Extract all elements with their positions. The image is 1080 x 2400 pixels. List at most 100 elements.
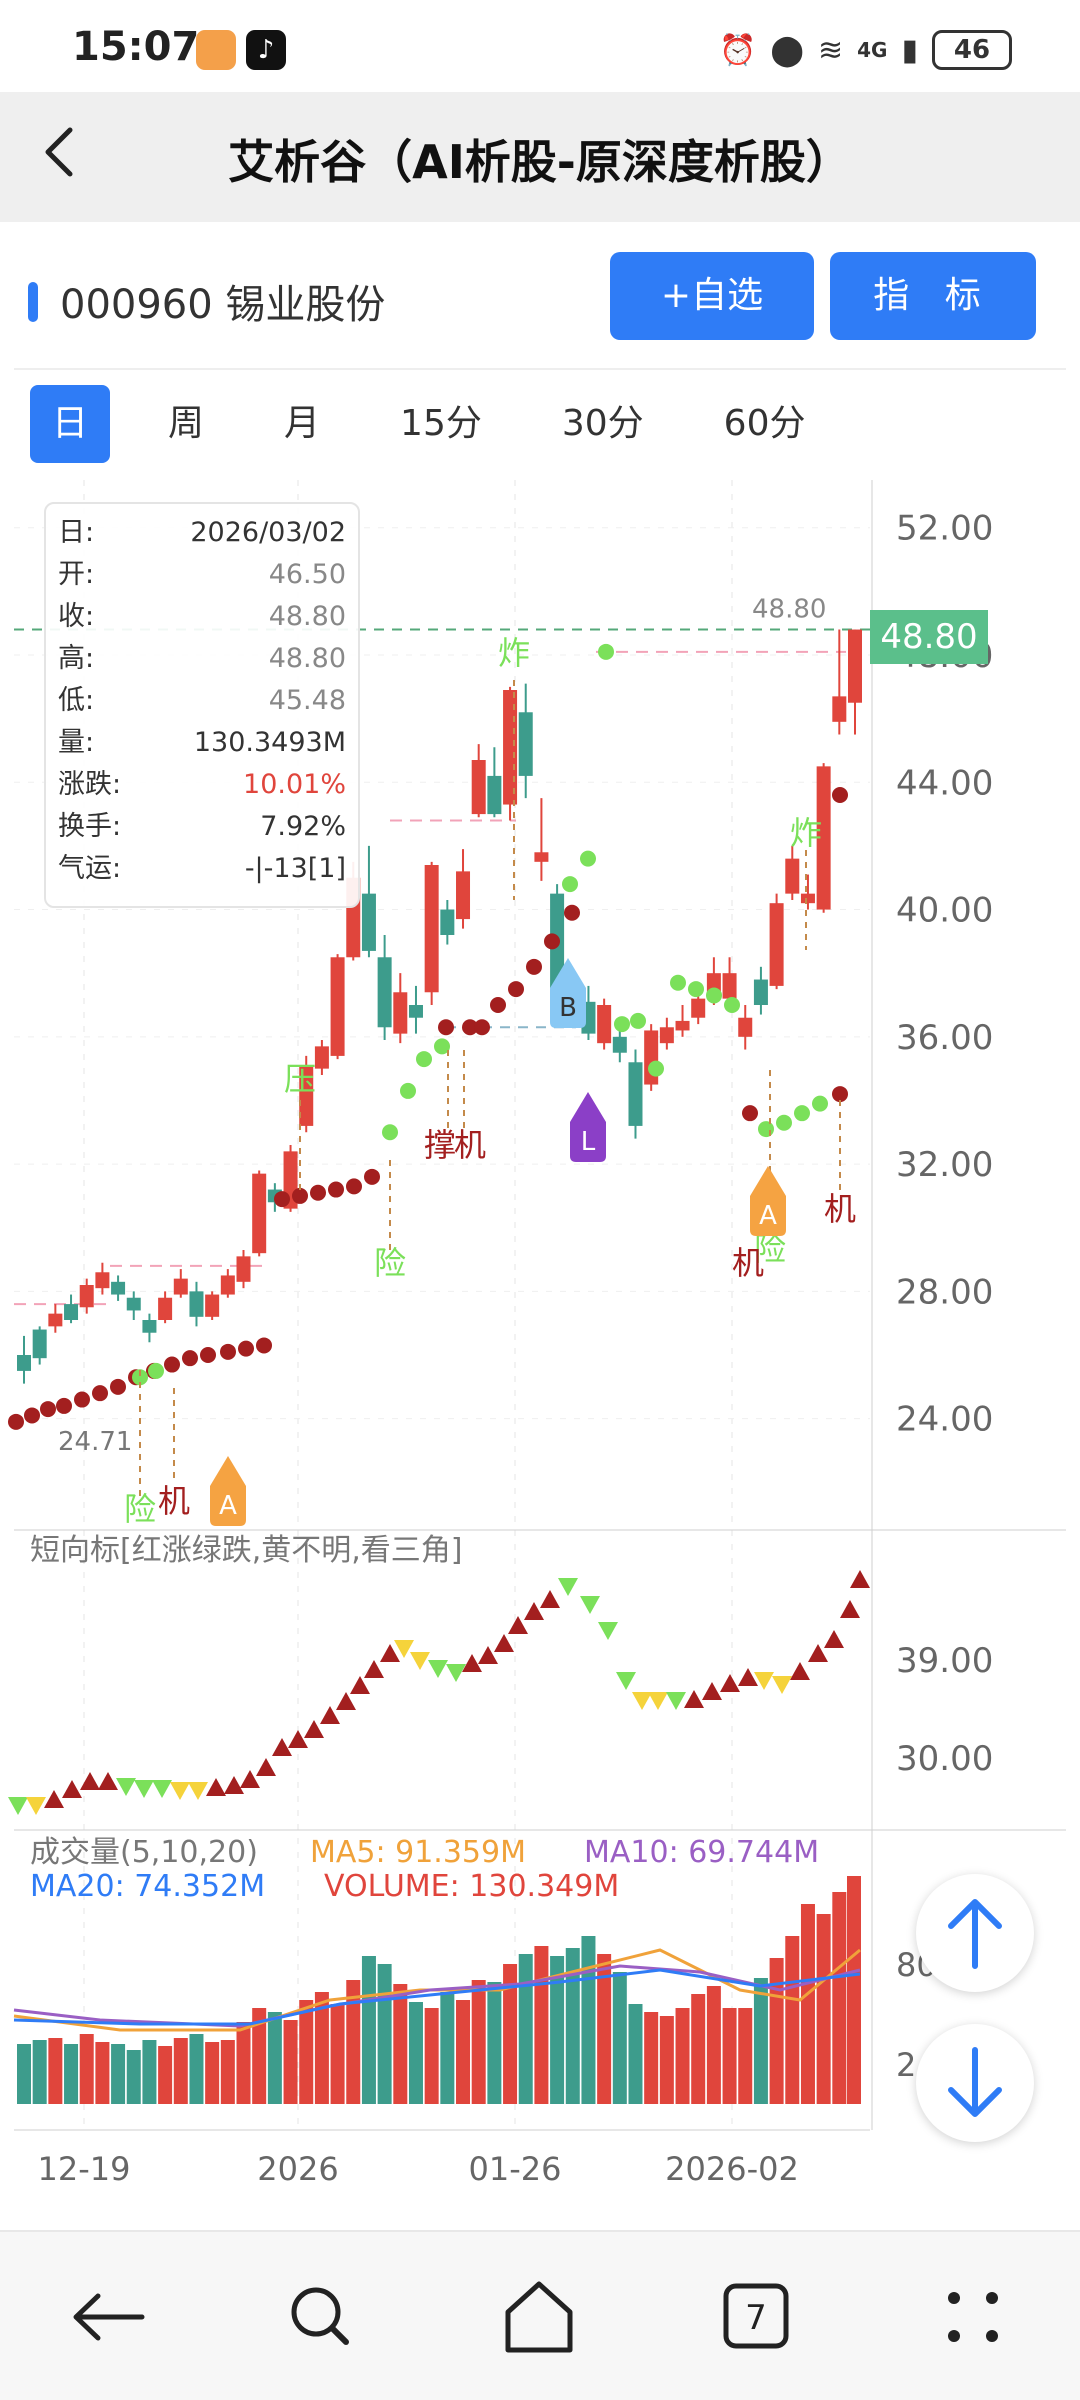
tab-15min[interactable]: 15分 — [400, 403, 482, 444]
candle-body — [189, 1291, 204, 1317]
tab-month[interactable]: 月 — [284, 403, 321, 444]
direction-triangle — [336, 1692, 356, 1710]
candle-body — [424, 865, 439, 993]
candle-body — [220, 1275, 235, 1295]
nav-home-icon[interactable] — [494, 2272, 584, 2362]
direction-triangle — [410, 1652, 430, 1670]
volume-bar — [628, 2004, 643, 2104]
volume-bar — [706, 1986, 721, 2104]
nav-search-icon[interactable] — [276, 2272, 366, 2362]
direction-triangle — [494, 1634, 514, 1652]
network-label: 4G — [857, 38, 888, 62]
back-icon[interactable] — [38, 122, 98, 192]
candle-body — [95, 1272, 110, 1289]
tooltip-row: 低: 45.48 — [58, 685, 346, 716]
candle-body — [299, 1065, 314, 1126]
signal-dot — [400, 1082, 416, 1099]
candle-body — [534, 852, 549, 862]
volume-bar — [393, 1984, 408, 2104]
nav-tabs-icon[interactable]: 7 — [712, 2272, 802, 2362]
tab-day[interactable]: 日 — [30, 385, 111, 463]
signal-dot — [182, 1350, 198, 1367]
alarm-icon: ⏰ — [719, 32, 757, 68]
price-axis-label: 44.00 — [896, 763, 993, 803]
candle-body — [832, 696, 847, 722]
tab-30min[interactable]: 30分 — [561, 403, 644, 444]
direction-triangle — [738, 1668, 758, 1686]
volume-bar — [189, 2034, 204, 2104]
volume-bar — [95, 2042, 110, 2104]
signal-dot — [526, 958, 542, 975]
direction-triangle — [188, 1782, 208, 1800]
period-tabs: 日 周 月 15分 30分 60分 — [30, 385, 863, 463]
tooltip-row: 量: 130.3493M — [58, 727, 346, 758]
volume-bar — [722, 2008, 737, 2104]
tab-week[interactable]: 周 — [168, 403, 205, 444]
scroll-down-button[interactable] — [916, 2024, 1034, 2142]
indicator-button[interactable]: 指 标 — [830, 252, 1036, 340]
direction-triangle — [272, 1738, 292, 1756]
add-favorite-button[interactable]: +自选 — [610, 252, 814, 340]
signal-dot — [580, 850, 596, 867]
volume-bar — [456, 2000, 471, 2104]
direction-triangle — [824, 1630, 844, 1648]
x-axis-label: 2026-02 — [665, 2150, 799, 2188]
nav-back-icon[interactable] — [64, 2272, 154, 2362]
indicator-axis-label: 39.00 — [896, 1641, 993, 1681]
volume-bar — [612, 1972, 627, 2104]
arrow-up-icon — [948, 1899, 1002, 1969]
tooltip-row: 收: 48.80 — [58, 601, 346, 632]
direction-triangle — [598, 1622, 618, 1640]
stock-indicator-bar — [28, 282, 38, 322]
marker-xian: 险 — [374, 1244, 406, 1282]
volume-bar — [816, 1914, 831, 2104]
scroll-up-button[interactable] — [916, 1874, 1034, 1992]
direction-triangle — [8, 1797, 28, 1815]
candle-body — [471, 760, 486, 815]
direction-triangle — [26, 1797, 46, 1815]
ma5-label: MA5: 91.359M — [310, 1835, 526, 1870]
volume-bar — [800, 1904, 815, 2104]
signal-dot — [8, 1413, 24, 1430]
tooltip-row: 高: 48.80 — [58, 643, 346, 674]
direction-triangle — [170, 1782, 190, 1800]
tooltip-row: 日: 2026/03/02 — [58, 512, 346, 554]
direction-triangle — [524, 1602, 544, 1620]
page-title: 艾析谷（AI析股-原深度析股） — [228, 135, 852, 189]
volume-axis-label: 2 — [896, 2046, 916, 2084]
candle-body — [126, 1297, 141, 1311]
direction-triangle — [62, 1780, 82, 1798]
kline-chart[interactable]: 52.0048.0044.0040.0036.0032.0028.0024.00… — [0, 470, 1080, 2190]
volume-bar — [17, 2044, 31, 2104]
candle-body — [111, 1281, 126, 1295]
volume-bar — [408, 2002, 423, 2104]
marker-ji: 机 — [732, 1244, 764, 1282]
volume-bar — [440, 1992, 455, 2104]
direction-triangle — [648, 1692, 668, 1710]
candle-body — [753, 979, 768, 1005]
direction-triangle — [240, 1770, 260, 1788]
nav-menu-icon[interactable] — [928, 2272, 1018, 2362]
signal-dot — [292, 1187, 308, 1204]
candle-body — [361, 893, 376, 951]
candle-body — [612, 1036, 627, 1053]
candle-body — [314, 1046, 329, 1069]
volume-bar — [503, 1964, 518, 2104]
candle-body — [816, 766, 831, 910]
price-axis-label: 24.00 — [896, 1400, 993, 1440]
volume-bar — [32, 2040, 47, 2104]
volume-bar — [330, 2004, 345, 2104]
tab-60min[interactable]: 60分 — [723, 403, 806, 444]
pin-b-label: B — [559, 993, 577, 1023]
signal-dot — [200, 1347, 216, 1363]
signal-icon: ▮ — [901, 32, 918, 68]
tooltip-row: 涨跌: 10.01% — [58, 764, 346, 806]
marker-xian: 险 — [124, 1490, 156, 1528]
candle-tooltip: 日: 2026/03/02 开: 46.50 收: 48.80 高: 48.80 低: 4… — [44, 502, 360, 908]
stock-name: 000960 锡业股份 — [60, 282, 386, 328]
volume-bar — [738, 2008, 753, 2104]
volume-bar — [205, 2042, 220, 2104]
status-time: 15:07 — [72, 24, 200, 70]
candle-body — [848, 629, 862, 703]
top-header: 艾析谷（AI析股-原深度析股） — [0, 92, 1080, 222]
